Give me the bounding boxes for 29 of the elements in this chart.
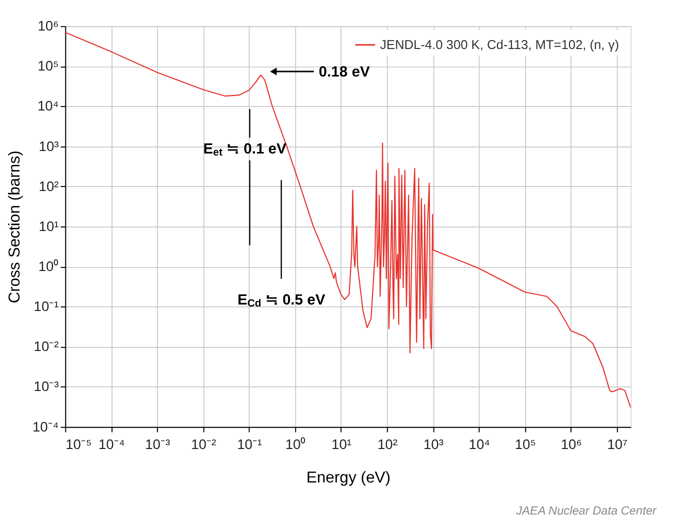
y-tick-label: 10¹ <box>38 218 60 234</box>
x-tick-label: 10⁶ <box>560 436 582 452</box>
y-tick-label: 10⁻¹ <box>34 298 60 314</box>
x-tick-label: 10¹ <box>332 436 352 452</box>
y-tick-label: 10⁵ <box>38 58 59 74</box>
y-tick-label: 10⁰ <box>38 258 59 274</box>
y-axis-title: Cross Section (barns) <box>6 150 24 304</box>
x-tick-label: 10⁻³ <box>145 436 170 452</box>
x-tick-label: 10³ <box>423 436 444 452</box>
y-tick-label: 10⁻³ <box>34 378 60 394</box>
x-tick-label: 10⁻⁵ <box>66 436 92 452</box>
y-tick-label: 10⁶ <box>38 18 59 34</box>
y-tick-label: 10² <box>38 178 60 194</box>
annotation: 0.18 eV <box>318 64 370 80</box>
y-tick-label: 10⁻⁴ <box>32 418 59 434</box>
x-tick-label: 10² <box>378 436 398 452</box>
x-tick-label: 10⁷ <box>607 436 628 452</box>
text: JAEA Nuclear Data Center <box>515 504 658 518</box>
x-axis-title: Energy (eV) <box>306 470 391 487</box>
legend-label: JENDL-4.0 300 K, Cd-113, MT=102, (n, γ) <box>380 36 619 52</box>
x-tick-label: 10⁻¹ <box>237 436 262 452</box>
x-tick-label: 10⁴ <box>468 436 490 452</box>
y-tick-label: 10⁻² <box>34 338 60 354</box>
y-tick-label: 10⁴ <box>37 98 59 114</box>
x-tick-label: 10⁰ <box>285 436 306 452</box>
x-tick-label: 10⁵ <box>514 436 536 452</box>
x-tick-label: 10⁻⁴ <box>98 436 125 452</box>
y-tick-label: 10³ <box>38 138 60 154</box>
x-tick-label: 10⁻² <box>191 436 216 452</box>
